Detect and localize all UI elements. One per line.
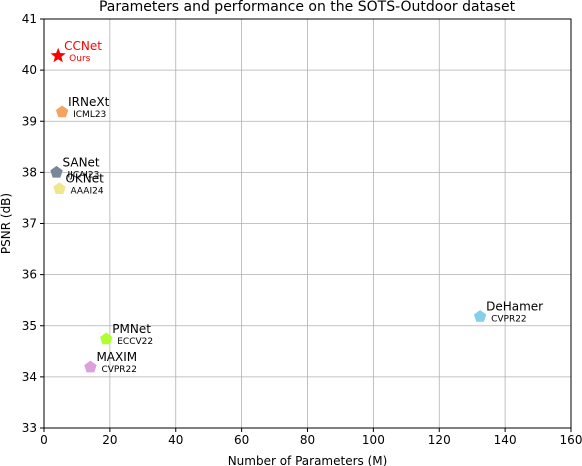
y-tick-label: 39 — [22, 114, 37, 128]
chart-title: Parameters and performance on the SOTS-O… — [99, 0, 516, 15]
x-tick-label: 0 — [40, 433, 48, 447]
y-tick-label: 40 — [22, 63, 37, 77]
y-tick-label: 41 — [22, 12, 37, 26]
axis-ticks: 0 20 40 60 80 100 120 140 160 33 34 35 36 37 38 39 40 41 — [22, 12, 582, 447]
y-tick-label: 33 — [22, 421, 37, 435]
point-label-irnext: IRNeXt — [68, 95, 109, 109]
point-irnext — [55, 105, 69, 118]
x-tick-label: 40 — [168, 433, 183, 447]
venue-label-ccnet: Ours — [69, 54, 90, 64]
venue-label-sanet: IJCAI23 — [68, 170, 100, 180]
x-tick-label: 120 — [428, 433, 451, 447]
point-pmnet — [100, 332, 113, 345]
y-tick-label: 38 — [22, 165, 37, 179]
x-tick-label: 20 — [102, 433, 117, 447]
y-tick-label: 34 — [22, 370, 37, 384]
x-tick-label: 100 — [362, 433, 385, 447]
venue-label-maxim: CVPR22 — [101, 365, 137, 375]
point-ccnet — [50, 47, 66, 63]
point-label-maxim: MAXIM — [96, 350, 137, 364]
point-sanet — [50, 165, 63, 178]
point-label-pmnet: PMNet — [112, 322, 151, 336]
point-label-ccnet: CCNet — [64, 39, 102, 53]
point-label-dehamer: DeHamer — [486, 300, 543, 314]
venue-label-irnext: ICML23 — [73, 110, 106, 120]
point-dehamer — [473, 310, 487, 322]
y-tick-label: 37 — [22, 217, 37, 231]
point-label-oknet: OKNet — [65, 172, 104, 186]
x-tick-label: 80 — [300, 433, 315, 447]
point-maxim — [84, 360, 97, 373]
x-tick-label: 160 — [560, 433, 582, 447]
venue-label-dehamer: CVPR22 — [491, 315, 527, 325]
x-tick-label: 140 — [494, 433, 517, 447]
venue-label-pmnet: ECCV22 — [117, 337, 153, 347]
point-label-sanet: SANet — [63, 155, 100, 169]
y-tick-label: 36 — [22, 268, 37, 282]
point-oknet — [53, 182, 66, 194]
y-axis-label: PSNR (dB) — [0, 193, 13, 254]
x-tick-label: 60 — [234, 433, 249, 447]
venue-label-oknet: AAAI24 — [70, 187, 103, 197]
x-axis-label: Number of Parameters (M) — [228, 454, 388, 466]
y-tick-label: 35 — [22, 319, 37, 333]
